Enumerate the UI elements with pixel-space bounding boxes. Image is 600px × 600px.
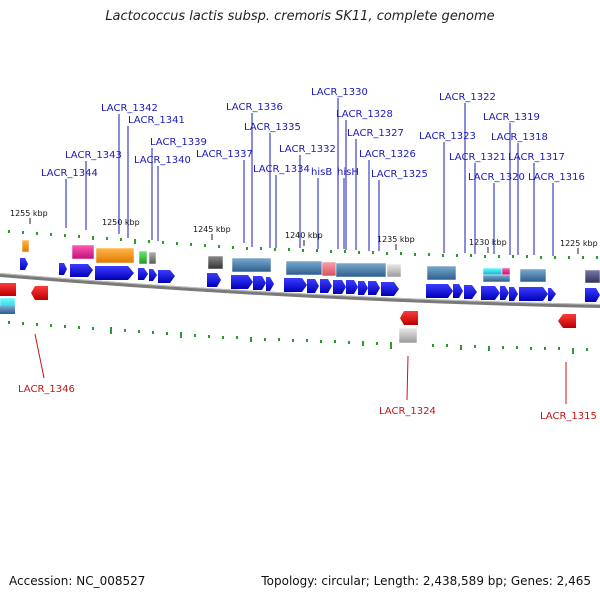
gene-label: LACR_1316	[528, 172, 585, 183]
gene-label: LACR_1340	[134, 155, 191, 166]
genome-summary-text: Topology: circular; Length: 2,438,589 bp…	[261, 574, 591, 588]
reverse-genes	[0, 283, 576, 328]
accession-text: Accession: NC_008527	[9, 574, 146, 588]
feature-boxes	[21, 239, 600, 284]
gene-label: LACR_1337	[196, 149, 253, 160]
gene-label: LACR_1344	[41, 168, 98, 179]
gene-label: LACR_1346	[18, 384, 75, 395]
gene-label: LACR_1322	[439, 92, 496, 103]
gene-label: LACR_1339	[150, 137, 207, 148]
scale-tick-labels: 1255 kbp 1250 kbp 1245 kbp 1240 kbp 1235…	[10, 209, 598, 248]
scale-tick-label: 1235 kbp	[377, 235, 415, 244]
gene-label: LACR_1332	[279, 144, 336, 155]
genome-backbone-highlight	[0, 273, 600, 305]
top-label-leaders	[65, 98, 554, 256]
gene-label: LACR_1335	[244, 122, 301, 133]
gene-label: LACR_1323	[419, 131, 476, 142]
scale-tick-label: 1225 kbp	[560, 239, 598, 248]
gene-label: LACR_1324	[379, 406, 436, 417]
gene-label: LACR_1342	[101, 103, 158, 114]
gc-content-upper	[8, 230, 598, 259]
scale-tick-label: 1250 kbp	[102, 218, 140, 227]
forward-genes	[20, 258, 600, 302]
map-title: Lactococcus lactis subsp. cremoris SK11,…	[105, 9, 495, 24]
gene-label: hisB	[311, 167, 332, 178]
scale-tick-label: 1245 kbp	[193, 225, 231, 234]
scale-tick-label: 1255 kbp	[10, 209, 48, 218]
lower-features	[0, 297, 418, 344]
gene-label: LACR_1317	[508, 152, 565, 163]
gene-label: LACR_1330	[311, 87, 368, 98]
gene-label: LACR_1320	[468, 172, 525, 183]
gene-label: LACR_1328	[336, 109, 393, 120]
gene-label: LACR_1318	[491, 132, 548, 143]
top-gene-labels: LACR_1342 LACR_1341 LACR_1343 LACR_1339 …	[41, 87, 585, 183]
gene-label: LACR_1334	[253, 164, 310, 175]
gene-label: LACR_1319	[483, 112, 540, 123]
gene-label: LACR_1327	[347, 128, 404, 139]
scale-tick-label: 1230 kbp	[469, 238, 507, 247]
gene-label: LACR_1315	[540, 411, 597, 422]
bottom-label-leaders	[34, 333, 567, 404]
gc-content-lower	[8, 321, 588, 354]
gene-label: hisH	[337, 167, 359, 178]
gene-label: LACR_1325	[371, 169, 428, 180]
gene-label: LACR_1336	[226, 102, 283, 113]
gene-label: LACR_1326	[359, 149, 416, 160]
bottom-gene-labels: LACR_1346 LACR_1324 LACR_1315	[18, 384, 597, 422]
gene-label: LACR_1341	[128, 115, 185, 126]
scale-tick-label: 1240 kbp	[285, 231, 323, 240]
gene-label: LACR_1343	[65, 150, 122, 161]
gene-label: LACR_1321	[449, 152, 506, 163]
genome-backbone	[0, 273, 600, 308]
